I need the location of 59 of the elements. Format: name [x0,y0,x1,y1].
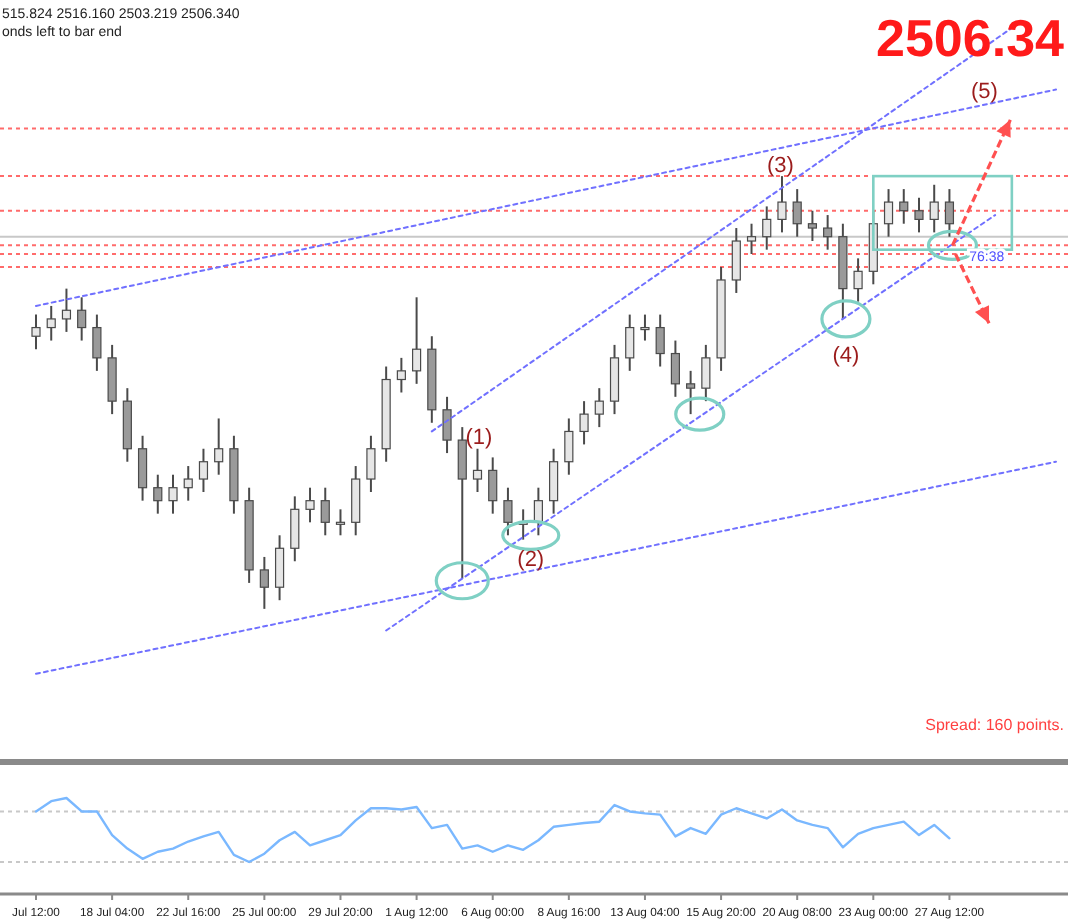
candlestick [335,508,346,537]
candlestick [731,227,741,294]
candlestick [792,188,802,238]
candlestick [274,534,285,602]
candlestick [472,447,483,494]
candlestick [290,495,300,563]
candlestick [594,387,604,429]
annotation: (4) [832,344,860,369]
candlestick [46,304,56,342]
candlestick [777,175,787,234]
candlestick [762,205,772,251]
candlestick [214,417,224,476]
candlestick [305,486,315,524]
candlestick [670,339,680,398]
candlestick [412,296,422,385]
candlestick [137,434,148,502]
candlestick [899,188,909,225]
candlestick [366,434,376,494]
candlestick [640,313,650,342]
candlestick [823,214,833,251]
candlestick [77,296,87,342]
candlestick [320,486,330,537]
candlestick [31,313,41,351]
text: (5) [970,80,998,105]
candlestick [686,369,696,416]
candlestick [625,313,635,372]
candlestick [564,417,574,476]
annotation: (3) [766,153,794,178]
candlestick [396,356,406,394]
candlestick [107,343,117,416]
candlestick [609,343,620,416]
candlestick [259,555,269,610]
candlestick [168,473,178,515]
candlestick [914,196,924,234]
candlestick [853,257,863,303]
candlestick [61,287,72,333]
candlestick [92,313,102,372]
candlestick [351,465,361,537]
candlestick [442,395,452,455]
annotation: (2) [517,547,545,572]
candlestick [503,486,513,537]
annotation: (1) [465,426,493,451]
candlestick [929,183,939,234]
candlestick [579,400,589,446]
candlestick [488,456,498,515]
candlestick [153,473,163,515]
text: Spread: 160 points. [925,716,1064,734]
candlestick [549,447,559,515]
candlestick [883,188,894,238]
candlestick [807,209,818,243]
candlestick [701,343,711,403]
candlestick [746,222,757,256]
candlestick [183,465,193,502]
text: 2506.34 [876,8,1066,68]
candlestick [198,447,209,494]
candlestick [944,188,955,238]
candlestick [122,387,132,463]
candlestick [655,313,665,368]
candlestick [457,426,467,580]
